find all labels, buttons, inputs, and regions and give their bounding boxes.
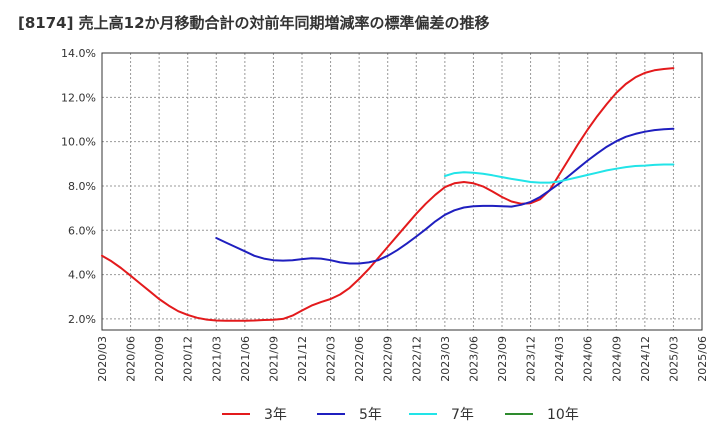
- x-tick-label: 2024/09: [610, 336, 623, 382]
- x-tick-label: 2020/06: [125, 336, 138, 382]
- x-tick-label: 2024/03: [553, 336, 566, 382]
- x-tick-label: 2025/03: [667, 336, 680, 382]
- legend-label: 10年: [547, 407, 579, 423]
- x-tick-label: 2022/03: [325, 336, 338, 382]
- x-tick-label: 2020/12: [182, 336, 195, 382]
- y-tick-label: 2.0%: [68, 313, 96, 326]
- y-tick-label: 12.0%: [61, 91, 96, 104]
- x-tick-label: 2023/06: [467, 336, 480, 382]
- y-tick-label: 10.0%: [61, 136, 96, 149]
- legend-label: 5年: [359, 407, 382, 423]
- x-tick-label: 2021/06: [239, 336, 252, 382]
- x-tick-label: 2023/03: [439, 336, 452, 382]
- y-tick-label: 6.0%: [68, 224, 96, 237]
- x-tick-label: 2023/09: [496, 336, 509, 382]
- x-tick-label: 2021/12: [296, 336, 309, 382]
- x-tick-label: 2020/03: [96, 336, 109, 382]
- x-tick-label: 2024/06: [582, 336, 595, 382]
- x-tick-label: 2021/09: [267, 336, 280, 382]
- legend: 3年 5年 7年 10年: [222, 407, 579, 423]
- y-tick-label: 4.0%: [68, 269, 96, 282]
- axis-layer: 2.0% 4.0% 6.0% 8.0% 10.0% 12.0% 14.0% 2020/03 20…: [61, 47, 709, 382]
- legend-label: 7年: [451, 407, 474, 423]
- y-tick-label: 8.0%: [68, 180, 96, 193]
- grid-layer: [101, 52, 703, 330]
- series-layer: [101, 67, 675, 322]
- legend-label: 3年: [264, 407, 287, 423]
- y-tick-label: 14.0%: [61, 47, 96, 60]
- x-tick-label: 2022/12: [410, 336, 423, 382]
- plot-frame: [101, 52, 703, 331]
- x-tick-label: 2020/09: [153, 336, 166, 382]
- series-line-7年: [443, 163, 675, 184]
- x-tick-label: 2025/06: [696, 336, 709, 382]
- series-line-5年: [215, 127, 675, 265]
- x-tick-label: 2023/12: [525, 336, 538, 382]
- x-tick-label: 2022/06: [353, 336, 366, 382]
- x-tick-label: 2024/12: [639, 336, 652, 382]
- x-tick-label: 2022/09: [382, 336, 395, 382]
- series-line-3年: [101, 67, 675, 322]
- x-tick-label: 2021/03: [210, 336, 223, 382]
- chart-title: [8174] 売上高12か月移動合計の対前年同期増減率の標準偏差の推移: [18, 14, 490, 32]
